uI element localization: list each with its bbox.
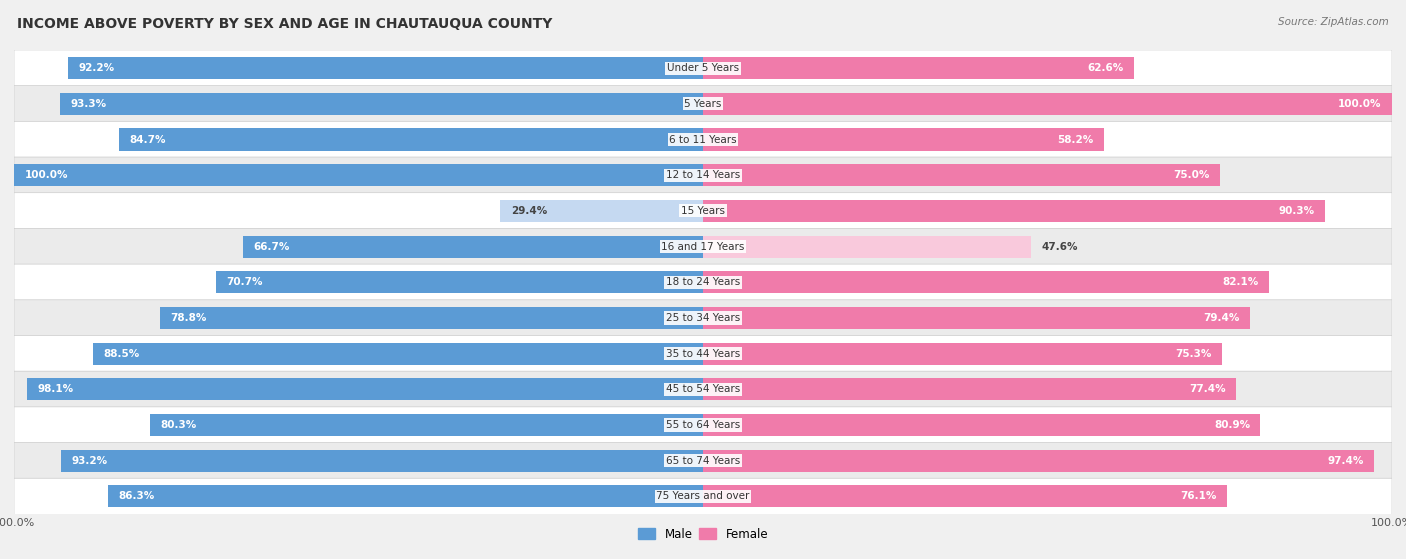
Text: 55 to 64 Years: 55 to 64 Years [666,420,740,430]
Text: 82.1%: 82.1% [1222,277,1258,287]
Text: 15 Years: 15 Years [681,206,725,216]
Text: 80.3%: 80.3% [160,420,197,430]
Text: 58.2%: 58.2% [1057,135,1094,145]
Bar [703,485,1227,508]
Text: 84.7%: 84.7% [129,135,166,145]
Text: 5 Years: 5 Years [685,99,721,109]
Bar [703,343,1222,364]
Bar [120,129,703,150]
Bar [14,164,703,186]
FancyBboxPatch shape [14,50,1392,86]
Text: 97.4%: 97.4% [1327,456,1364,466]
Bar [703,129,1104,150]
Text: 47.6%: 47.6% [1042,241,1078,252]
Text: 88.5%: 88.5% [104,349,139,359]
FancyBboxPatch shape [14,371,1392,408]
Text: 86.3%: 86.3% [118,491,155,501]
Bar [703,307,1250,329]
Text: 80.9%: 80.9% [1213,420,1250,430]
Bar [703,449,1374,472]
FancyBboxPatch shape [14,121,1392,158]
Text: 90.3%: 90.3% [1278,206,1315,216]
Text: 100.0%: 100.0% [24,170,67,180]
Legend: Male, Female: Male, Female [633,523,773,546]
Bar [60,93,703,115]
Bar [703,378,1236,400]
FancyBboxPatch shape [14,229,1392,265]
Bar [60,449,703,472]
Text: 78.8%: 78.8% [170,313,207,323]
Text: 93.3%: 93.3% [70,99,107,109]
Bar [27,378,703,400]
Bar [501,200,703,222]
Bar [160,307,703,329]
Bar [703,93,1392,115]
Text: 75.0%: 75.0% [1173,170,1209,180]
Text: 93.2%: 93.2% [72,456,107,466]
Text: 45 to 54 Years: 45 to 54 Years [666,385,740,394]
Bar [703,164,1219,186]
Text: 98.1%: 98.1% [38,385,73,394]
Text: Under 5 Years: Under 5 Years [666,63,740,73]
Text: Source: ZipAtlas.com: Source: ZipAtlas.com [1278,17,1389,27]
Bar [243,235,703,258]
Bar [93,343,703,364]
Bar [217,271,703,293]
Text: INCOME ABOVE POVERTY BY SEX AND AGE IN CHAUTAUQUA COUNTY: INCOME ABOVE POVERTY BY SEX AND AGE IN C… [17,17,553,31]
Text: 100.0%: 100.0% [1339,99,1382,109]
Bar [703,235,1031,258]
Text: 29.4%: 29.4% [510,206,547,216]
Text: 25 to 34 Years: 25 to 34 Years [666,313,740,323]
Text: 66.7%: 66.7% [254,241,290,252]
FancyBboxPatch shape [14,264,1392,301]
Text: 35 to 44 Years: 35 to 44 Years [666,349,740,359]
FancyBboxPatch shape [14,157,1392,193]
Bar [150,414,703,436]
FancyBboxPatch shape [14,300,1392,336]
Bar [703,200,1324,222]
Text: 6 to 11 Years: 6 to 11 Years [669,135,737,145]
Text: 79.4%: 79.4% [1204,313,1240,323]
FancyBboxPatch shape [14,86,1392,122]
Text: 76.1%: 76.1% [1181,491,1218,501]
FancyBboxPatch shape [14,407,1392,443]
Text: 75.3%: 75.3% [1175,349,1212,359]
FancyBboxPatch shape [14,479,1392,515]
FancyBboxPatch shape [14,193,1392,229]
Text: 70.7%: 70.7% [226,277,263,287]
Bar [703,57,1135,79]
FancyBboxPatch shape [14,443,1392,479]
Text: 65 to 74 Years: 65 to 74 Years [666,456,740,466]
Bar [703,414,1260,436]
Bar [67,57,703,79]
Text: 92.2%: 92.2% [79,63,114,73]
Bar [703,271,1268,293]
FancyBboxPatch shape [14,335,1392,372]
Text: 75 Years and over: 75 Years and over [657,491,749,501]
Text: 77.4%: 77.4% [1189,385,1226,394]
Text: 18 to 24 Years: 18 to 24 Years [666,277,740,287]
Bar [108,485,703,508]
Text: 16 and 17 Years: 16 and 17 Years [661,241,745,252]
Text: 12 to 14 Years: 12 to 14 Years [666,170,740,180]
Text: 62.6%: 62.6% [1088,63,1123,73]
